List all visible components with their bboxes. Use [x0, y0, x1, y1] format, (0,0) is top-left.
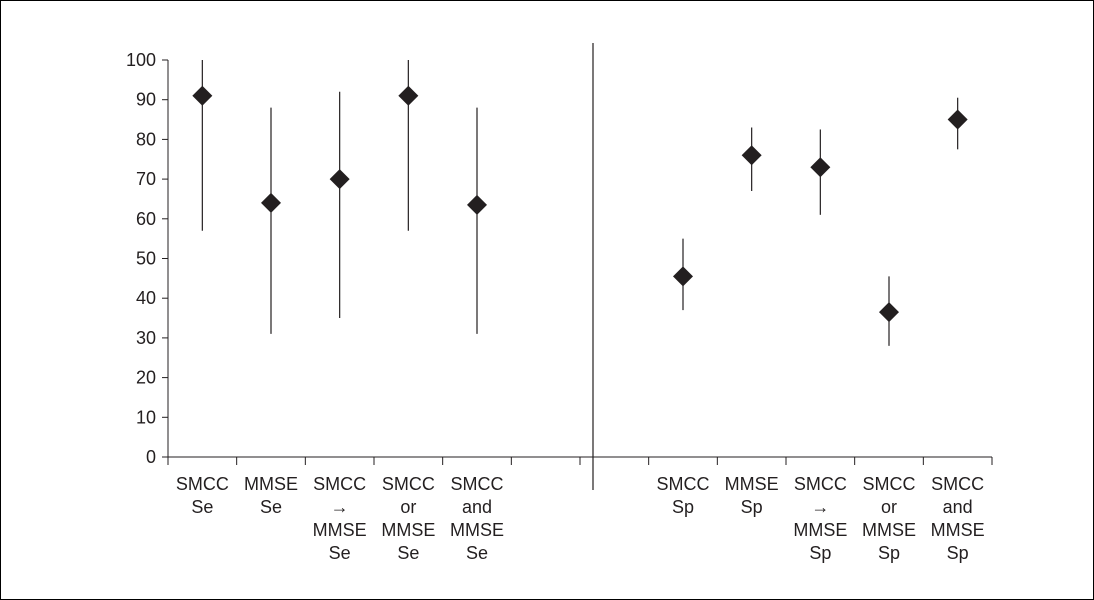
y-tick-label: 30 — [136, 328, 156, 348]
x-tick-label: SMCC — [313, 474, 366, 494]
marks — [192, 60, 968, 346]
y-tick-label: 20 — [136, 368, 156, 388]
x-tick-label: MMSE — [450, 520, 504, 540]
x-tick-label: → — [331, 497, 349, 517]
x-tick-label: SMCC — [931, 474, 984, 494]
x-tick-label: SMCC — [176, 474, 229, 494]
x-tick-label: MMSE — [313, 520, 367, 540]
x-tick-label: Se — [260, 497, 282, 517]
x-tick-label: MMSE — [244, 474, 298, 494]
point-marker — [467, 194, 487, 215]
x-tick-label: MMSE — [931, 520, 985, 540]
y-tick-label: 90 — [136, 90, 156, 110]
x-tick-label: SMCC — [451, 474, 504, 494]
x-tick-label: Sp — [672, 497, 694, 517]
x-tick-label: and — [462, 497, 492, 517]
point-marker — [261, 192, 281, 213]
y-tick-label: 80 — [136, 129, 156, 149]
x-tick-label: MMSE — [725, 474, 779, 494]
axes — [167, 43, 992, 490]
y-tick-label: 100 — [126, 50, 156, 70]
x-tick-labels: SMCC Se MMSE Se SMCC → MMSE Se SMCC or MMSE Se SMCC a… — [176, 474, 985, 563]
x-tick-label: Sp — [741, 497, 763, 517]
point-marker — [192, 85, 213, 106]
y-tick-label: 10 — [136, 407, 156, 427]
x-tick-label: and — [943, 497, 973, 517]
x-tick-label: Sp — [947, 543, 969, 563]
point-marker — [947, 109, 968, 130]
x-tick-label: Sp — [878, 543, 900, 563]
x-tick-label: Se — [466, 543, 488, 563]
x-tick-label: or — [400, 497, 416, 517]
x-tick-label: Se — [329, 543, 351, 563]
point-marker — [879, 302, 899, 323]
y-ticks: 0 10 20 30 40 50 60 70 80 90 100 — [126, 50, 993, 467]
x-tick-label: MMSE — [381, 520, 435, 540]
point-marker — [329, 169, 350, 190]
x-tick-label: SMCC — [657, 474, 710, 494]
x-tick-label: Se — [191, 497, 213, 517]
point-marker — [810, 157, 831, 178]
point-marker — [398, 85, 419, 106]
y-tick-label: 0 — [146, 447, 156, 467]
x-tick-label: Se — [397, 543, 419, 563]
x-tick-label: MMSE — [862, 520, 916, 540]
x-tick-label: SMCC — [863, 474, 916, 494]
y-tick-label: 50 — [136, 249, 156, 269]
y-tick-label: 40 — [136, 288, 156, 308]
y-tick-label: 60 — [136, 209, 156, 229]
x-tick-label: SMCC — [382, 474, 435, 494]
x-tick-label: → — [811, 497, 829, 517]
x-tick-label: SMCC — [794, 474, 847, 494]
x-tick-label: Sp — [809, 543, 831, 563]
y-tick-label: 70 — [136, 169, 156, 189]
x-tick-label: or — [881, 497, 897, 517]
point-marker — [741, 145, 762, 166]
point-marker — [673, 266, 693, 287]
x-tick-label: MMSE — [793, 520, 847, 540]
